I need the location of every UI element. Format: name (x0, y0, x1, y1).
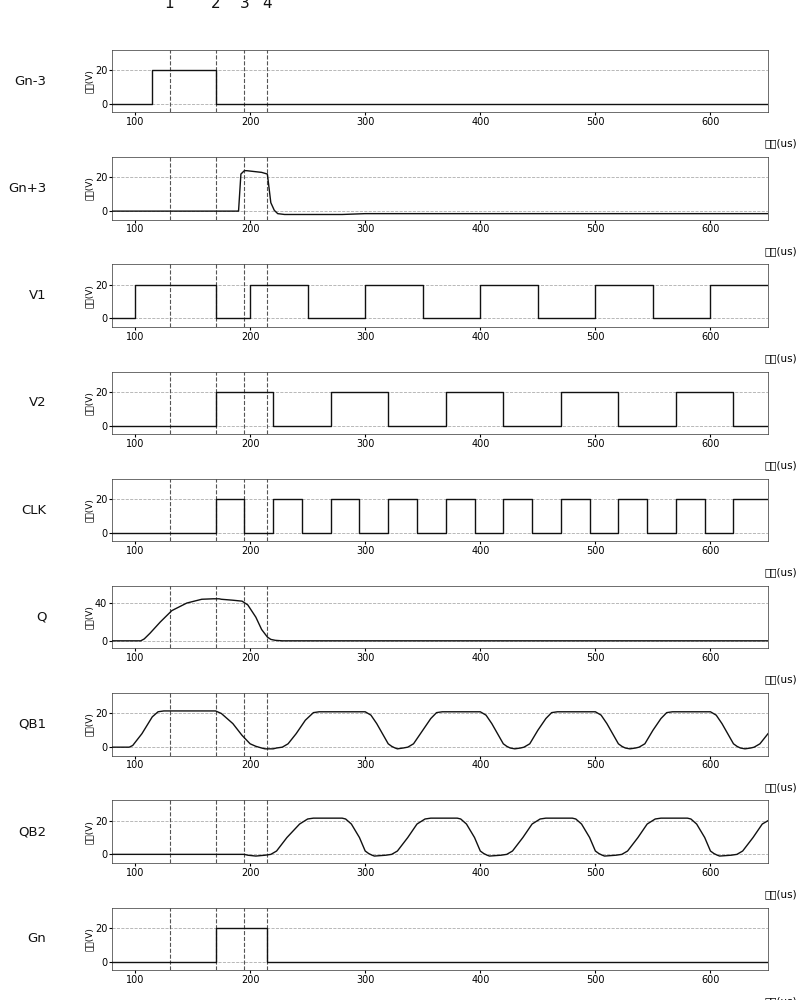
Text: Q: Q (36, 611, 46, 624)
Text: V1: V1 (29, 289, 46, 302)
Y-axis label: 电压(V): 电压(V) (84, 391, 94, 415)
X-axis label: 时间(us): 时间(us) (765, 353, 798, 363)
X-axis label: 时间(us): 时间(us) (765, 246, 798, 256)
Y-axis label: 电压(V): 电压(V) (84, 712, 94, 736)
Text: 2: 2 (210, 0, 220, 11)
Y-axis label: 电压(V): 电压(V) (84, 498, 94, 522)
Text: Gn-3: Gn-3 (14, 75, 46, 88)
Y-axis label: 电压(V): 电压(V) (84, 927, 94, 951)
Text: 4: 4 (262, 0, 272, 11)
Y-axis label: 电压(V): 电压(V) (84, 176, 94, 200)
X-axis label: 时间(us): 时间(us) (765, 139, 798, 149)
X-axis label: 时间(us): 时间(us) (765, 460, 798, 470)
Text: 1: 1 (165, 0, 174, 11)
Text: QB2: QB2 (18, 825, 46, 838)
Text: V2: V2 (29, 396, 46, 409)
Y-axis label: 电压(V): 电压(V) (84, 69, 94, 93)
X-axis label: 时间(us): 时间(us) (765, 996, 798, 1000)
Text: QB1: QB1 (18, 718, 46, 731)
X-axis label: 时间(us): 时间(us) (765, 782, 798, 792)
Text: Gn+3: Gn+3 (8, 182, 46, 195)
Y-axis label: 电压(V): 电压(V) (84, 820, 94, 844)
Text: CLK: CLK (22, 504, 46, 516)
Y-axis label: 电压(V): 电压(V) (85, 605, 94, 629)
X-axis label: 时间(us): 时间(us) (765, 675, 798, 685)
Text: 3: 3 (239, 0, 250, 11)
Y-axis label: 电压(V): 电压(V) (84, 284, 94, 308)
Text: Gn: Gn (28, 932, 46, 945)
X-axis label: 时间(us): 时间(us) (765, 889, 798, 899)
X-axis label: 时间(us): 时间(us) (765, 567, 798, 577)
